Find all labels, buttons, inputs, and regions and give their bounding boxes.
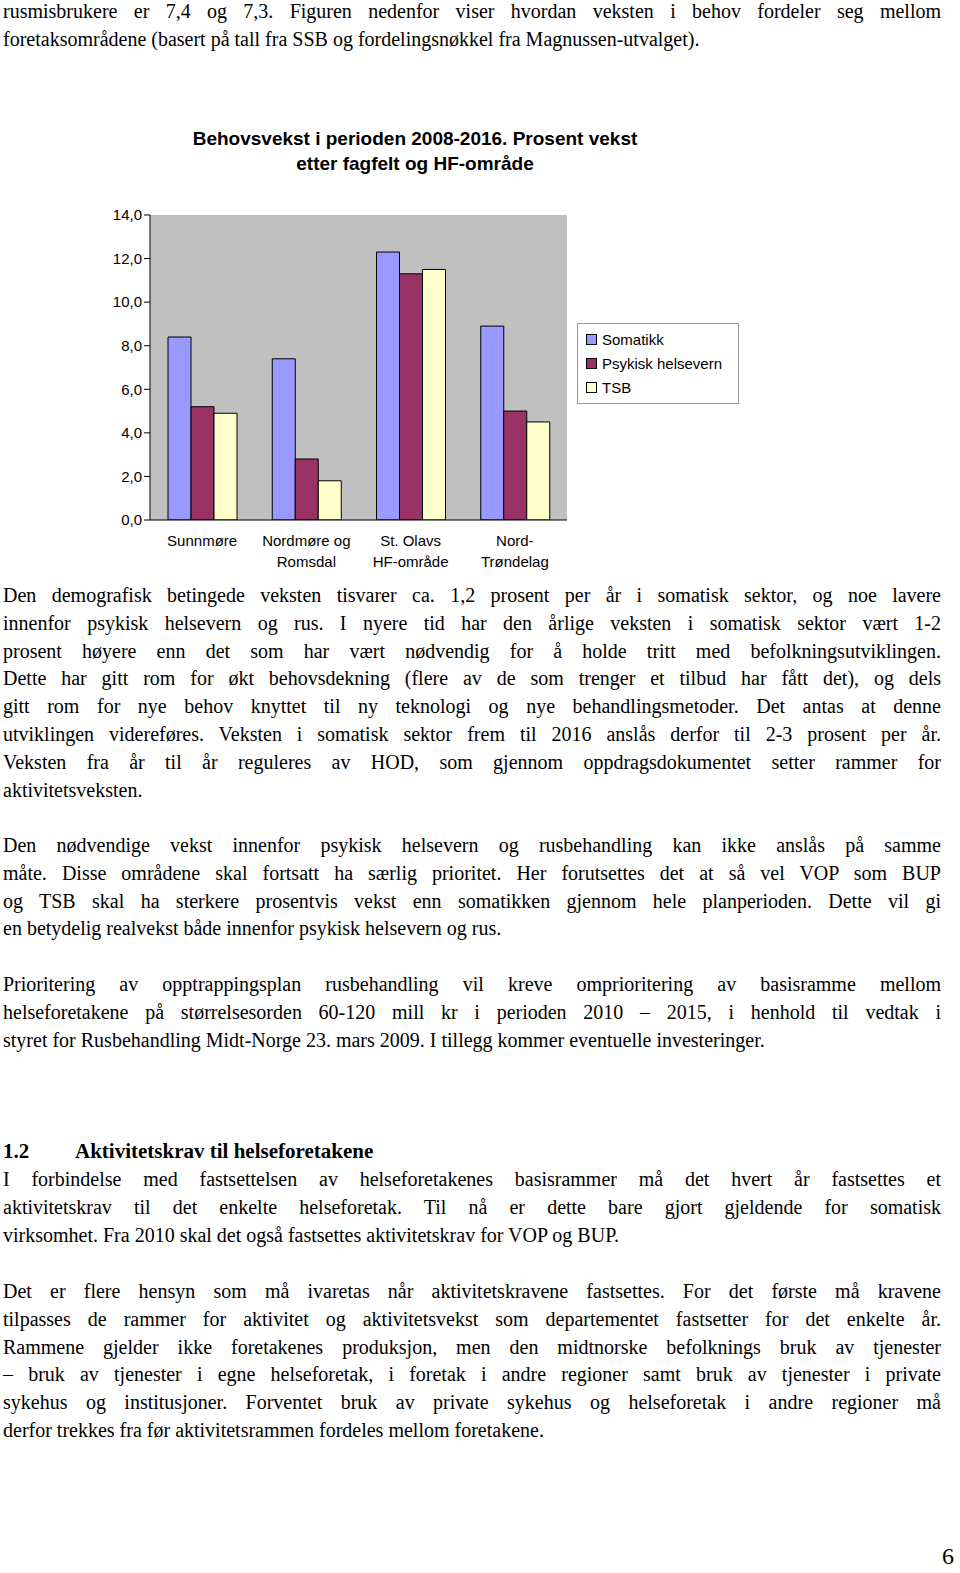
html-text:sykehus og institusjoner. Forv: sykehus og institusjoner. Forventet bruk…	[3, 1391, 941, 1414]
html-text:virksomhet. Fra 2010 skal det: virksomhet. Fra 2010 skal det også fasts…	[3, 1223, 619, 1246]
html-text:aktivitetsveksten.: aktivitetsveksten.	[3, 778, 143, 801]
html-text:– bruk av tjenester i egne hel: – bruk av tjenester i egne helseforetak,…	[3, 1363, 941, 1386]
html-text:Somatikk: Somatikk	[602, 330, 664, 348]
svg-text:Nordmøre ogRomsdal: Nordmøre ogRomsdal	[262, 532, 350, 570]
html-text:1.2: 1.2	[3, 1139, 30, 1163]
html-text:prosent høyere enn det som har: prosent høyere enn det som har vært nødv…	[3, 639, 941, 662]
html-text:Veksten fra år til år regulere: Veksten fra år til år reguleres av HOD, …	[3, 750, 941, 773]
svg-text:0,0: 0,0	[121, 511, 142, 528]
html-text:helseforetakene på størrelseso: helseforetakene på størrelsesorden 60-12…	[3, 1000, 941, 1023]
html-text:innenfor psykisk helsevern og: innenfor psykisk helsevern og rus. I nye…	[3, 611, 941, 634]
svg-text:4,0: 4,0	[121, 424, 142, 441]
html-text:derfor trekkes fra før aktivit: derfor trekkes fra før aktivitetsrammen …	[3, 1419, 544, 1441]
html-text:måte. Disse områdene skal fort: måte. Disse områdene skal fortsatt ha sæ…	[3, 861, 941, 884]
html-text:Den nødvendige vekst innenfor: Den nødvendige vekst innenfor psykisk he…	[3, 834, 941, 856]
html-text:Behovsvekst i perioden 2008-20: Behovsvekst i perioden 2008-2016. Prosen…	[192, 128, 638, 174]
html-text:Prioritering av opptrappingspl: Prioritering av opptrappingsplan rusbeha…	[3, 973, 941, 995]
svg-text:2,0: 2,0	[121, 468, 142, 485]
html-text:Aktivitetskrav til helseforeta: Aktivitetskrav til helseforetakene	[75, 1139, 374, 1163]
html-text:Det er flere hensyn som må iva: Det er flere hensyn som må ivaretas når …	[3, 1280, 941, 1302]
html-text:I forbindelse med fastsettelse: I forbindelse med fastsettelsen av helse…	[3, 1168, 941, 1190]
html-text:aktivitetskrav til det enkelte: aktivitetskrav til det enkelte helsefore…	[3, 1195, 941, 1218]
svg-text:Sunnmøre: Sunnmøre	[167, 532, 237, 549]
html-text:og TSB skal ha sterkere prosen: og TSB skal ha sterkere prosentvis vekst…	[3, 889, 941, 912]
html-text:6: 6	[942, 1543, 954, 1569]
html-text:Dette har gitt rom for økt beh: Dette har gitt rom for økt behovsdekning…	[3, 667, 941, 690]
html-text:Psykisk helsevern: Psykisk helsevern	[602, 354, 722, 372]
html-text:foretaksområdene (basert på ta: foretaksområdene (basert på tall fra SSB…	[3, 27, 700, 50]
html-text:Den demografisk betingede veks: Den demografisk betingede veksten tisvar…	[3, 584, 941, 606]
html-text:en betydelig realvekst både in: en betydelig realvekst både innenfor psy…	[3, 917, 502, 940]
html-text:Rammene gjelder ikke foretaken: Rammene gjelder ikke foretakenes produks…	[3, 1335, 941, 1358]
svg-text:10,0: 10,0	[113, 293, 142, 310]
svg-text:St. OlavsHF-område: St. OlavsHF-område	[373, 532, 449, 570]
html-text:utviklingen videreføres. Vekst: utviklingen videreføres. Veksten i somat…	[3, 723, 941, 745]
svg-text:6,0: 6,0	[121, 381, 142, 398]
html-text:gitt rom for nye behov knyttet: gitt rom for nye behov knyttet til ny te…	[3, 695, 941, 718]
svg-text:12,0: 12,0	[113, 250, 142, 267]
html-text:styret for Rusbehandling Midt-: styret for Rusbehandling Midt-Norge 23. …	[3, 1028, 765, 1051]
svg-text:Nord-Trøndelag: Nord-Trøndelag	[481, 532, 549, 570]
html-text:rusmisbrukere er 7,4 og 7,3. F: rusmisbrukere er 7,4 og 7,3. Figuren ned…	[3, 0, 941, 22]
html-text:tilpasses de rammer for aktivi: tilpasses de rammer for aktivitet og akt…	[3, 1307, 941, 1330]
html-text:TSB: TSB	[602, 378, 632, 396]
svg-text:14,0: 14,0	[113, 206, 142, 223]
svg-text:8,0: 8,0	[121, 337, 142, 354]
